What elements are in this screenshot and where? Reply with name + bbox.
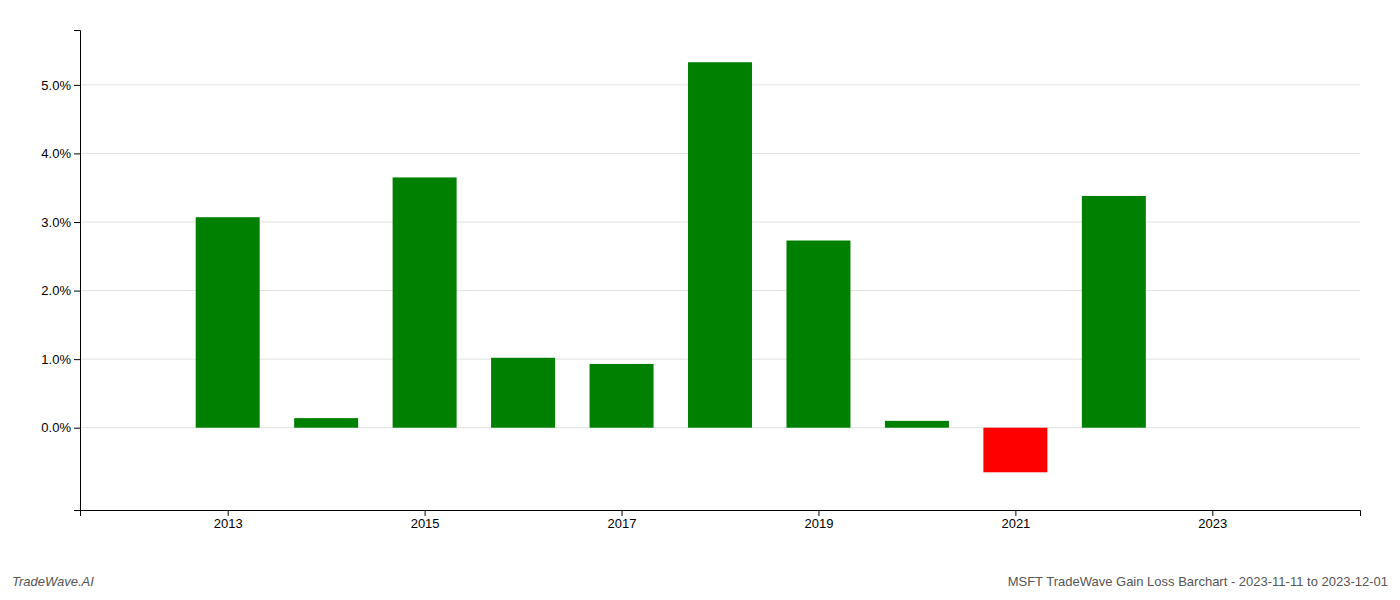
- y-tick: 5.0%: [41, 78, 80, 93]
- bar: [590, 364, 654, 428]
- bar: [393, 177, 457, 427]
- bar: [1082, 196, 1146, 428]
- x-tick-mark: [228, 510, 229, 516]
- x-tick: 2019: [805, 510, 834, 531]
- y-tick-label: 5.0%: [41, 78, 71, 93]
- y-tick: 0.0%: [41, 420, 80, 435]
- bar: [294, 418, 358, 428]
- y-tick-label: 0.0%: [41, 420, 71, 435]
- bar: [688, 62, 752, 427]
- y-tick: 1.0%: [41, 352, 80, 367]
- x-axis: 2013 2015 2017 2019 2021 2023: [81, 510, 1361, 531]
- y-tick-label: 4.0%: [41, 146, 71, 161]
- y-tick-mark: [74, 85, 80, 86]
- x-tick-mark: [622, 510, 623, 516]
- x-axis-line: [81, 511, 1361, 517]
- x-tick-mark: [1015, 510, 1016, 516]
- bars: [196, 62, 1146, 472]
- title: MSFT TradeWave Gain Loss Barchart - 2023…: [1008, 574, 1388, 589]
- x-tick-label: 2021: [1001, 516, 1030, 531]
- x-tick: 2013: [214, 510, 243, 531]
- bar: [491, 358, 555, 428]
- x-tick-mark: [1212, 510, 1213, 516]
- y-tick: 4.0%: [41, 146, 80, 161]
- y-tick: 2.0%: [41, 283, 80, 298]
- y-tick-mark: [74, 359, 80, 360]
- x-tick-label: 2023: [1198, 516, 1227, 531]
- bar: [983, 428, 1047, 473]
- y-tick-mark: [74, 428, 80, 429]
- bar: [885, 421, 949, 428]
- chart: 2013 2015 2017 2019 2021 2023 0.0% 1.0% 2.0% 3.0%…: [0, 0, 1400, 600]
- y-axis-line: [74, 31, 81, 511]
- y-axis: 0.0% 1.0% 2.0% 3.0% 4.0% 5.0%: [41, 31, 80, 511]
- x-tick-label: 2019: [805, 516, 834, 531]
- y-tick-mark: [74, 222, 80, 223]
- footer-note: TradeWave.AI: [12, 574, 94, 589]
- x-tick: 2017: [608, 510, 637, 531]
- x-tick-mark: [425, 510, 426, 516]
- x-tick-label: 2017: [608, 516, 637, 531]
- bar: [196, 217, 260, 428]
- y-tick-mark: [74, 153, 80, 154]
- x-tick: 2015: [411, 510, 440, 531]
- x-tick-label: 2015: [411, 516, 440, 531]
- x-tick-label: 2013: [214, 516, 243, 531]
- bar: [786, 241, 850, 428]
- x-tick-mark: [818, 510, 819, 516]
- y-tick: 3.0%: [41, 215, 80, 230]
- x-tick: 2021: [1001, 510, 1030, 531]
- y-tick-mark: [74, 291, 80, 292]
- y-tick-label: 2.0%: [41, 283, 71, 298]
- y-tick-label: 1.0%: [41, 352, 71, 367]
- x-tick: 2023: [1198, 510, 1227, 531]
- y-tick-label: 3.0%: [41, 215, 71, 230]
